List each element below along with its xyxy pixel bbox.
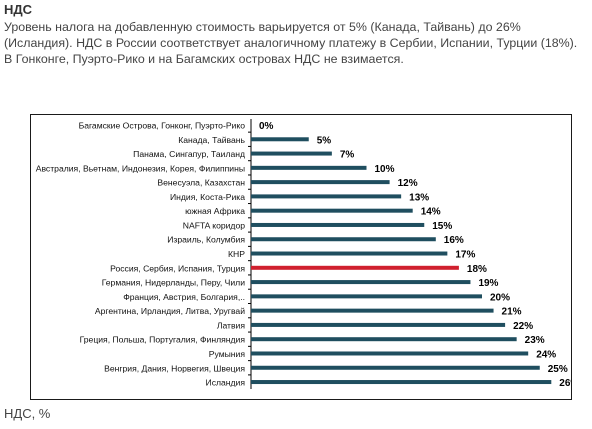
category-label: Багамские Острова, Гонконг, Пуэрто-Рико xyxy=(79,121,246,131)
value-label: 14% xyxy=(421,207,441,218)
bar xyxy=(251,208,413,213)
value-label: 25% xyxy=(548,364,568,375)
value-label: 18% xyxy=(467,264,487,275)
value-label: 26% xyxy=(559,378,571,389)
category-label: Греция, Польша, Португалия, Финляндия xyxy=(80,335,246,345)
category-label: Германия, Нидерланды, Перу, Чили xyxy=(102,278,245,288)
bar xyxy=(251,137,309,142)
chart-caption: НДС, % xyxy=(4,406,51,421)
category-label: Австралия, Вьетнам, Индонезия, Корея, Фи… xyxy=(36,163,245,173)
category-label: КНР xyxy=(228,249,245,259)
value-label: 13% xyxy=(409,192,429,203)
description-paragraph: Уровень налога на добавленную стоимость … xyxy=(4,20,578,66)
bar xyxy=(251,322,506,327)
bar xyxy=(251,294,482,299)
category-label: Венгрия, Дания, Норвегия, Швеция xyxy=(104,363,245,373)
category-label: южная Африка xyxy=(185,206,245,216)
value-label: 0% xyxy=(259,121,274,132)
vat-chart-svg: Багамские Острова, Гонконг, Пуэрто-Рико 0… xyxy=(36,119,579,390)
vat-chart: Багамские Острова, Гонконг, Пуэрто-Рико 0… xyxy=(30,114,579,400)
category-label: Панама, Сингапур, Таиланд xyxy=(133,149,245,159)
value-label: 12% xyxy=(398,178,418,189)
category-label: NAFTA коридор xyxy=(183,220,245,230)
value-label: 21% xyxy=(502,307,522,318)
bar xyxy=(251,151,332,156)
value-label: 5% xyxy=(317,135,332,146)
bar xyxy=(251,380,552,385)
bar xyxy=(251,280,471,285)
value-label: 22% xyxy=(513,321,533,332)
bar xyxy=(251,351,529,356)
bar xyxy=(251,337,517,342)
category-label: Израиль, Колумбия xyxy=(167,235,245,245)
bar xyxy=(251,365,540,370)
category-label: Венесуэла, Казахстан xyxy=(157,178,245,188)
category-label: Индия, Коста-Рика xyxy=(170,192,245,202)
bar xyxy=(251,251,448,256)
bar xyxy=(251,265,459,270)
category-label: Исландия xyxy=(206,378,246,388)
bar xyxy=(251,180,390,185)
bar xyxy=(251,194,402,199)
value-label: 20% xyxy=(490,292,510,303)
bar xyxy=(251,222,425,227)
value-label: 7% xyxy=(340,150,355,161)
value-label: 15% xyxy=(432,221,452,232)
value-label: 19% xyxy=(478,278,498,289)
value-label: 24% xyxy=(536,349,556,360)
bar xyxy=(251,165,367,170)
value-label: 16% xyxy=(444,235,464,246)
category-label: Франция, Австрия, Болгария,.. xyxy=(123,292,245,302)
bar xyxy=(251,308,494,313)
bar xyxy=(251,237,436,242)
section-heading: НДС xyxy=(4,2,33,17)
value-label: 10% xyxy=(375,164,395,175)
value-label: 23% xyxy=(525,335,545,346)
category-label: Латвия xyxy=(217,320,246,330)
category-label: Румыния xyxy=(209,349,246,359)
category-label: Канада, Тайвань xyxy=(178,135,245,145)
category-label: Россия, Сербия, Испания, Турция xyxy=(110,263,245,273)
value-label: 17% xyxy=(455,250,475,261)
category-label: Аргентина, Ирландия, Литва, Уругвай xyxy=(95,306,245,316)
